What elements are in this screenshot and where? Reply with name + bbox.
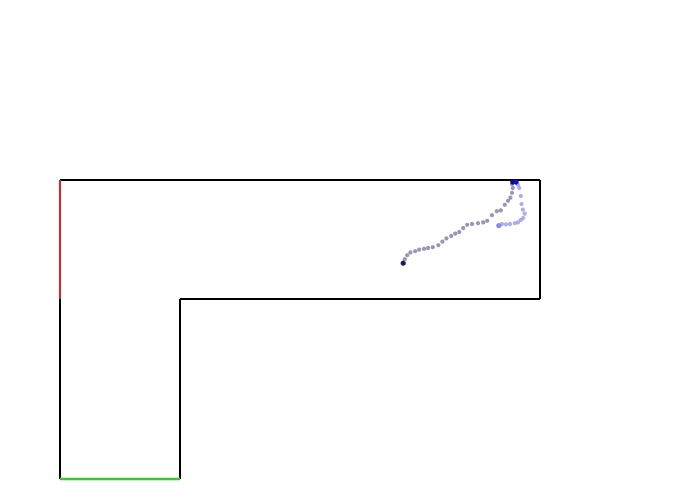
trajectory-point [417, 247, 422, 252]
trajectory-point [457, 229, 462, 235]
trajectory-point [453, 231, 458, 236]
trajectory-point [405, 253, 410, 258]
trajectory-point [508, 195, 513, 200]
trajectory-point [489, 213, 495, 218]
trajectory-point [519, 201, 524, 207]
trajectory-point [485, 218, 490, 223]
trajectory-point [481, 220, 486, 225]
trajectory-point [522, 211, 527, 216]
trajectory-point [475, 221, 481, 226]
trajectory-point [421, 246, 427, 251]
trajectory-point [520, 207, 525, 212]
trajectory-point [440, 239, 445, 244]
trajectory-point [449, 233, 454, 239]
trajectory-point [507, 221, 513, 227]
trajectory-point [515, 220, 521, 225]
trajectory-point [436, 243, 441, 248]
trajectory-1 [400, 179, 516, 266]
trajectory-point [498, 208, 503, 213]
trajectory-point [469, 221, 475, 227]
trajectories [400, 179, 527, 266]
trajectory-point [494, 209, 499, 214]
trajectory-point [444, 236, 449, 241]
maze-walls [59, 179, 541, 479]
trajectory-point [517, 185, 522, 191]
trajectory-point [402, 257, 407, 262]
trajectory-point [503, 222, 509, 227]
trajectory-point [425, 245, 431, 251]
trajectory-point [499, 221, 505, 227]
trajectory-point [430, 245, 435, 250]
trajectory-point [465, 222, 470, 227]
trajectory-point [413, 249, 418, 254]
trajectory-2 [496, 179, 527, 229]
trajectory-point [512, 221, 517, 226]
trajectory-point [461, 225, 466, 231]
trajectory-point [408, 250, 413, 255]
trajectory-point [521, 215, 526, 221]
trajectory-point [509, 190, 515, 195]
trajectory-point [518, 193, 523, 199]
trajectory-end-point [513, 179, 519, 185]
trajectory-point [510, 185, 515, 191]
trajectory-start-point [400, 260, 406, 266]
trajectory-point [505, 198, 511, 203]
trajectory-point [502, 202, 507, 207]
